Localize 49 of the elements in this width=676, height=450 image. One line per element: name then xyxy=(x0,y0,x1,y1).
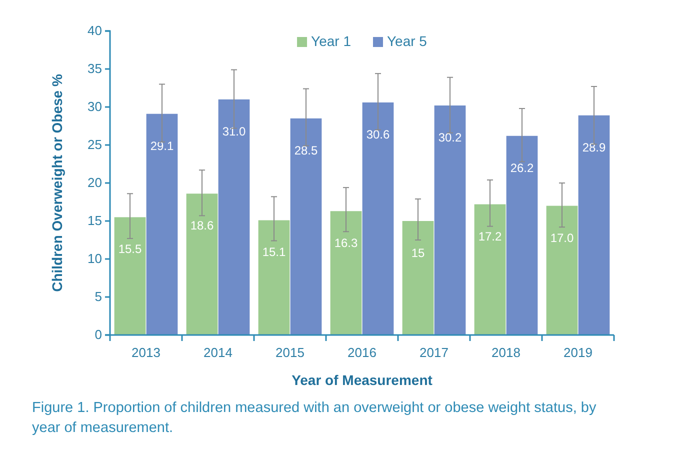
bar xyxy=(402,221,434,335)
bar xyxy=(362,102,394,335)
x-tick-label: 2017 xyxy=(420,345,448,360)
bar xyxy=(506,136,538,335)
data-label: 17.2 xyxy=(478,229,502,244)
data-label: 15.1 xyxy=(262,245,286,260)
x-tick-label: 2015 xyxy=(276,345,304,360)
data-label: 30.2 xyxy=(438,130,462,144)
x-tick-label: 2019 xyxy=(564,345,592,360)
y-tick-label: 5 xyxy=(94,289,102,304)
bar xyxy=(290,118,322,335)
data-label: 18.6 xyxy=(190,218,214,233)
data-label: 28.9 xyxy=(582,140,606,154)
bar xyxy=(330,211,362,335)
y-tick-label: 40 xyxy=(88,23,102,38)
bar xyxy=(114,217,146,335)
bar xyxy=(546,206,578,335)
bar xyxy=(186,194,218,335)
y-tick-label: 0 xyxy=(94,327,102,342)
data-label: 30.6 xyxy=(366,127,390,142)
bar xyxy=(434,105,466,335)
data-label: 28.5 xyxy=(294,143,318,158)
y-tick-label: 30 xyxy=(88,99,102,114)
legend-label: Year 5 xyxy=(387,33,428,49)
data-label: 26.2 xyxy=(510,160,534,175)
x-tick-label: 2014 xyxy=(204,345,232,360)
x-tick-label: 2018 xyxy=(492,345,520,360)
y-tick-label: 20 xyxy=(88,175,102,190)
data-label: 16.3 xyxy=(334,236,358,250)
x-tick-label: 2016 xyxy=(348,345,376,360)
x-axis-title: Year of Measurement xyxy=(292,372,433,388)
y-tick-label: 25 xyxy=(88,137,102,152)
data-label: 15 xyxy=(411,246,425,260)
y-tick-label: 15 xyxy=(88,213,102,228)
y-tick-label: 35 xyxy=(88,61,102,76)
bar xyxy=(258,220,290,335)
x-tick-label: 2013 xyxy=(132,345,160,360)
legend-label: Year 1 xyxy=(311,33,352,49)
data-label: 15.5 xyxy=(118,242,142,256)
bar xyxy=(146,114,178,335)
bar xyxy=(474,204,506,335)
data-label: 31.0 xyxy=(222,124,246,138)
y-tick-label: 10 xyxy=(88,251,102,266)
y-axis-title: Children Overweight or Obese % xyxy=(49,74,65,292)
data-label: 29.1 xyxy=(150,138,174,153)
data-label: 17.0 xyxy=(550,230,574,245)
bar xyxy=(218,99,250,335)
caption: Figure 1. Proportion of children measured with an overweight or obese weight status, by year of measurement. xyxy=(32,400,597,436)
bar xyxy=(578,115,610,335)
